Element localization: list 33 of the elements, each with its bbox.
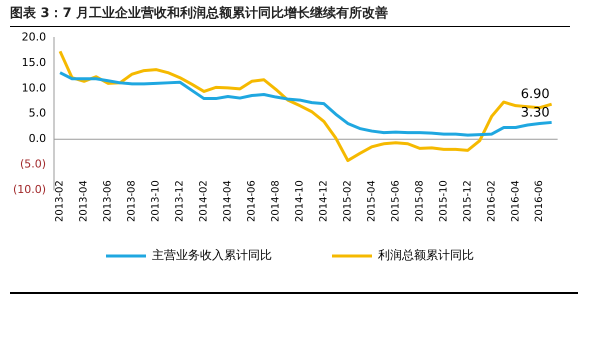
x-tick-label: 2016-06: [534, 180, 546, 222]
x-tick-label: 2014-10: [294, 180, 306, 222]
x-tick-label: 2014-02: [198, 180, 210, 222]
x-tick-label: 2014-12: [318, 180, 330, 222]
x-tick-label: 2014-04: [222, 180, 234, 222]
x-tick-label: 2016-04: [510, 180, 522, 222]
y-tick-label: 15.0: [22, 56, 46, 69]
y-tick-label: (5.0): [20, 157, 46, 170]
x-tick-label: 2015-04: [366, 180, 378, 222]
x-tick-label: 2014-08: [270, 180, 282, 222]
x-tick-label: 2015-06: [390, 180, 402, 222]
x-tick-label: 2013-06: [102, 180, 114, 222]
x-tick-label: 2015-10: [438, 180, 450, 222]
x-tick-label: 2016-02: [486, 180, 498, 222]
y-tick-label: 10.0: [22, 81, 46, 94]
legend-label: 利润总额累计同比: [378, 248, 474, 262]
x-tick-label: 2015-02: [342, 180, 354, 222]
chart-title: 图表 3：7 月工业企业营收和利润总额累计同比增长继续有所改善: [10, 4, 570, 27]
x-tick-label: 2013-04: [78, 180, 90, 222]
y-tick-label: 5.0: [28, 106, 46, 120]
data-label: 3.30: [520, 105, 550, 120]
x-tick-label: 2013-02: [54, 180, 66, 222]
y-tick-label: (10.0): [12, 182, 46, 196]
x-tick-label: 2013-10: [150, 180, 162, 222]
x-tick-label: 2015-08: [414, 180, 426, 222]
data-label: 6.90: [520, 87, 550, 102]
y-tick-label: 0.0: [28, 132, 46, 146]
x-tick-label: 2015-12: [462, 180, 474, 222]
legend-label: 主营业务收入累计同比: [152, 248, 272, 262]
y-tick-label: 20.0: [22, 30, 46, 44]
x-tick-label: 2014-06: [246, 180, 258, 222]
x-tick-label: 2013-08: [126, 180, 138, 222]
x-tick-label: 2013-12: [174, 180, 186, 222]
